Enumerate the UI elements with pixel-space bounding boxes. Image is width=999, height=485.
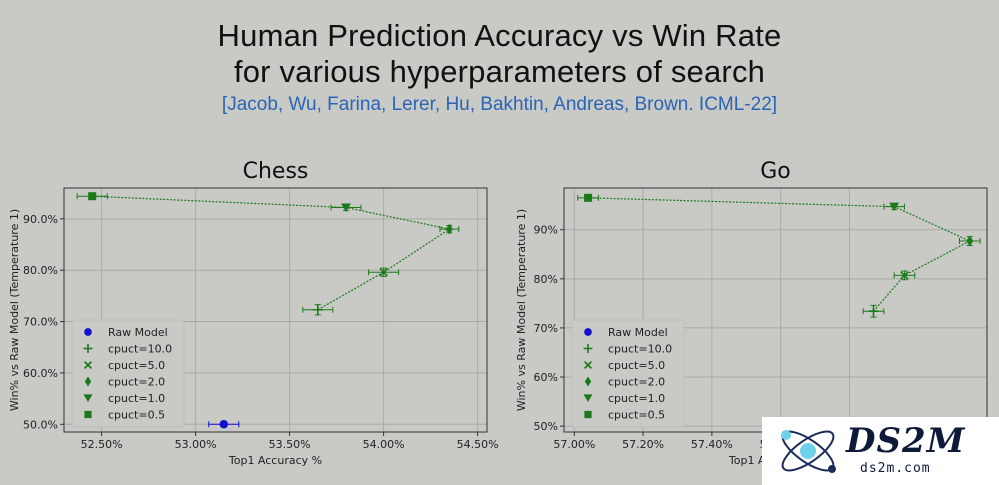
legend-label: cpuct=1.0 (108, 392, 165, 405)
y-tick-label: 70% (534, 322, 558, 335)
legend-label: Raw Model (108, 326, 168, 339)
x-tick-label: 52.50% (81, 438, 123, 451)
legend-marker (84, 361, 92, 369)
y-axis-label: Win% vs Raw Model (Temperature 1) (515, 209, 528, 411)
legend-box (571, 319, 685, 428)
legend-marker (584, 410, 592, 419)
legend-label: cpuct=2.0 (608, 376, 665, 389)
y-tick-label: 80% (534, 273, 558, 286)
y-tick-label: 90.0% (23, 213, 58, 226)
x-tick-label: 54.00% (363, 438, 405, 451)
y-tick-label: 90% (534, 224, 558, 237)
x-axis-label: Top1 Accuracy % (228, 454, 322, 467)
chart-title: Go (760, 159, 791, 184)
legend-marker (83, 344, 93, 353)
data-point-cpuct-2-0 (445, 223, 453, 235)
atom-logo-icon (781, 430, 836, 473)
legend-label: cpuct=10.0 (108, 343, 172, 356)
chart-title: Chess (243, 159, 309, 184)
y-tick-label: 50.0% (23, 418, 58, 431)
x-tick-label: 57.20% (622, 438, 664, 451)
y-tick-label: 50% (534, 420, 558, 433)
data-point-cpuct-0-5 (88, 192, 97, 201)
legend-label: cpuct=0.5 (108, 409, 165, 422)
data-point-cpuct-5-0 (900, 271, 909, 280)
legend-label: cpuct=5.0 (608, 359, 665, 372)
legend-marker (84, 410, 92, 419)
data-point-cpuct-10-0 (312, 304, 323, 315)
data-point-cpuct-2-0 (966, 235, 974, 247)
y-tick-label: 60.0% (23, 367, 58, 380)
x-tick-label: 57.40% (691, 438, 733, 451)
slide-title-line-1: Human Prediction Accuracy vs Win Rate (217, 18, 782, 53)
data-point-cpuct-1-0 (341, 203, 351, 213)
legend-marker (583, 394, 593, 403)
x-tick-label: 54.50% (457, 438, 499, 451)
data-point-cpuct-0-5 (584, 193, 593, 202)
citation: [Jacob, Wu, Farina, Lerer, Hu, Bakhtin, … (221, 94, 778, 115)
legend-label: cpuct=1.0 (608, 392, 665, 405)
legend-label: cpuct=10.0 (608, 343, 672, 356)
data-point-cpuct-10-0 (868, 306, 879, 317)
legend-marker (583, 344, 593, 353)
x-tick-label: 53.50% (269, 438, 311, 451)
legend-marker (84, 328, 92, 336)
y-axis-label: Win% vs Raw Model (Temperature 1) (8, 209, 21, 411)
legend-marker (584, 361, 592, 369)
watermark-url: ds2m.com (860, 461, 931, 476)
chart-chess: Chess 52.50% 53.00% 53.50% 54.00% 54.50% 50.0%… (8, 159, 499, 467)
search-connector-line (92, 195, 451, 311)
x-tick-label: 53.00% (175, 438, 217, 451)
legend-marker (584, 376, 592, 387)
y-tick-label: 70.0% (23, 316, 58, 329)
legend-marker (84, 376, 92, 387)
plot-frame (63, 187, 488, 433)
data-point-cpuct-5-0 (379, 267, 388, 277)
data-point-raw-model (219, 420, 229, 429)
watermark: DS2M ds2m.com (762, 417, 999, 485)
x-tick-label: 57.00% (553, 438, 595, 451)
watermark-logo-text: DS2M (846, 421, 966, 461)
data-point-cpuct-1-0 (889, 202, 900, 212)
slide-title-line-2: for various hyperparameters of search (233, 54, 766, 89)
legend-label: cpuct=5.0 (108, 359, 165, 372)
legend-label: cpuct=2.0 (108, 376, 165, 389)
y-tick-label: 60% (534, 371, 558, 384)
legend-marker (83, 394, 93, 403)
search-connector-line (588, 197, 972, 312)
legend-marker (584, 328, 592, 336)
legend-label: Raw Model (608, 326, 668, 339)
legend-box (71, 319, 185, 428)
y-tick-label: 80.0% (23, 264, 58, 277)
legend-label: cpuct=0.5 (608, 409, 665, 422)
